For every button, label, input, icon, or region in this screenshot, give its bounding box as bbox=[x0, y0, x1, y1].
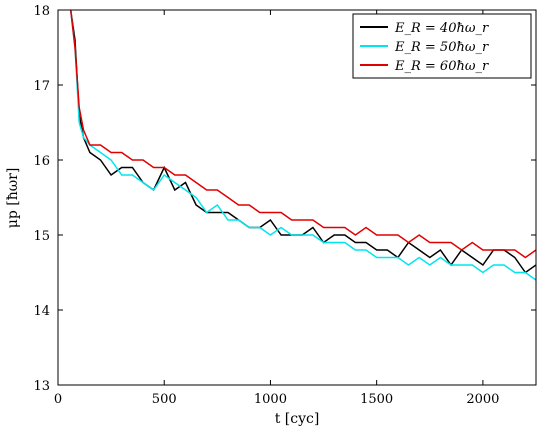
series-line-2 bbox=[69, 10, 536, 281]
plot-frame bbox=[57, 9, 537, 386]
y-ticks: 13 14 15 16 17 18 bbox=[33, 4, 536, 394]
y-tick-label: 18 bbox=[33, 4, 50, 19]
legend-label-2: E_R = 50ħω_r bbox=[394, 40, 489, 55]
y-tick-label: 14 bbox=[33, 304, 50, 319]
x-tick-label: 1500 bbox=[360, 392, 393, 407]
y-tick-label: 17 bbox=[33, 79, 50, 94]
y-tick-label: 15 bbox=[33, 229, 50, 244]
x-tick-label: 1000 bbox=[254, 392, 287, 407]
plot-lines bbox=[69, 10, 536, 281]
x-tick-label: 2000 bbox=[466, 392, 499, 407]
y-tick-label: 16 bbox=[33, 154, 50, 169]
legend-label-3: E_R = 60ħω_r bbox=[394, 59, 489, 74]
x-tick-label: 0 bbox=[54, 392, 62, 407]
y-axis-label: μp [ħωr] bbox=[5, 168, 21, 229]
y-tick-label: 13 bbox=[33, 379, 50, 394]
legend: E_R = 40ħω_r E_R = 50ħω_r E_R = 60ħω_r bbox=[352, 13, 532, 79]
x-axis-label: t [cyc] bbox=[275, 411, 320, 427]
legend-label-1: E_R = 40ħω_r bbox=[394, 21, 489, 36]
series-line-3 bbox=[69, 10, 536, 259]
x-tick-label: 500 bbox=[152, 392, 177, 407]
x-ticks: 0 500 1000 1500 2000 bbox=[54, 10, 499, 407]
